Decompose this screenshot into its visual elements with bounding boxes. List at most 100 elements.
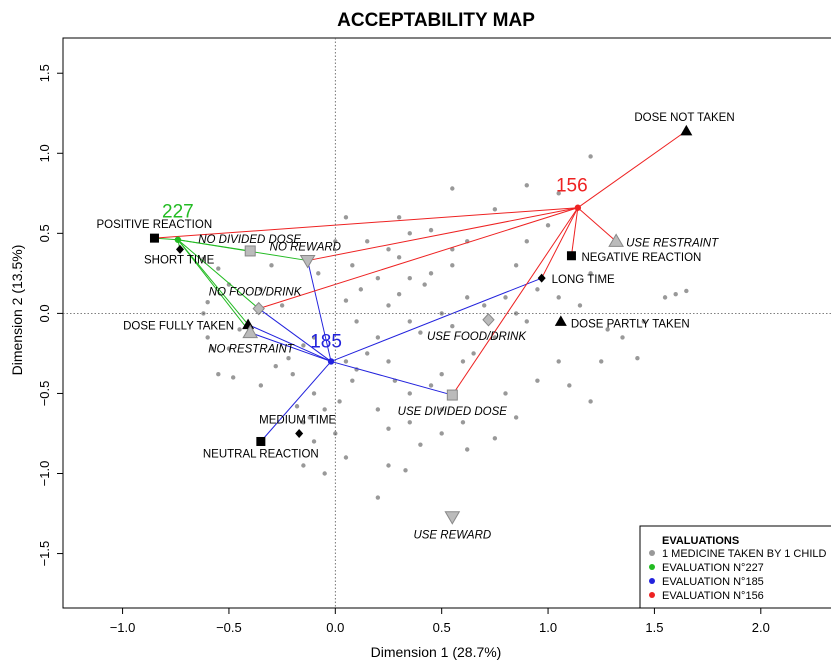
evaluation-156-line bbox=[541, 207, 579, 279]
modality-use-food-drink: USE FOOD/DRINK bbox=[427, 313, 527, 343]
medicine-point bbox=[403, 468, 408, 473]
modality-negative-reaction: NEGATIVE REACTION bbox=[566, 251, 701, 264]
medicine-point bbox=[301, 343, 306, 348]
neutral-reaction-label: NEUTRAL REACTION bbox=[203, 448, 319, 460]
medicine-point bbox=[524, 239, 529, 244]
medicine-point bbox=[524, 183, 529, 188]
evaluation-156-center bbox=[574, 204, 582, 211]
y-tick-label: 1.5 bbox=[37, 64, 52, 82]
medicine-point bbox=[513, 263, 519, 268]
medicine-point bbox=[316, 271, 321, 276]
medicine-point bbox=[343, 455, 349, 460]
medicine-point bbox=[216, 372, 221, 377]
medicine-point bbox=[545, 223, 551, 228]
medicine-point bbox=[226, 282, 232, 287]
medicine-point bbox=[524, 319, 529, 324]
medicine-point bbox=[567, 383, 572, 388]
medicine-point bbox=[620, 335, 625, 340]
medicine-point bbox=[311, 439, 317, 444]
dose-partly-taken-marker bbox=[554, 315, 567, 326]
medicine-point bbox=[216, 266, 221, 271]
evaluation-185-label: 185 bbox=[310, 331, 342, 352]
medicine-point bbox=[396, 291, 402, 297]
positive-reaction-marker bbox=[149, 233, 159, 243]
use-food-drink-label: USE FOOD/DRINK bbox=[427, 331, 527, 343]
medicine-point bbox=[684, 288, 689, 294]
medicine-point bbox=[396, 215, 402, 220]
medicine-point bbox=[386, 303, 391, 308]
medicine-point bbox=[662, 295, 668, 300]
medicine-point bbox=[301, 420, 306, 425]
medicine-point bbox=[226, 346, 232, 351]
medicine-point bbox=[286, 356, 291, 361]
modality-neutral-reaction: NEUTRAL REACTION bbox=[203, 436, 319, 460]
evaluation-156-line bbox=[451, 207, 579, 396]
neutral-reaction-marker bbox=[256, 436, 266, 446]
legend-item-label: EVALUATION N°156 bbox=[662, 590, 764, 602]
evaluation-227-line bbox=[177, 239, 249, 325]
medicine-point bbox=[386, 247, 391, 252]
modality-no-food-drink: NO FOOD/DRINK bbox=[209, 287, 303, 316]
y-tick-label: −1.0 bbox=[37, 461, 52, 487]
modality-use-reward: USE REWARD bbox=[413, 511, 491, 542]
legend-swatch bbox=[649, 550, 655, 556]
medicine-point bbox=[492, 436, 498, 441]
legend-box bbox=[639, 525, 831, 609]
evaluation-185-line bbox=[330, 360, 453, 396]
medicine-point bbox=[407, 275, 412, 281]
dose-not-taken-label: DOSE NOT TAKEN bbox=[634, 112, 734, 124]
medicine-point bbox=[428, 383, 434, 388]
legend-item-label: 1 MEDICINE TAKEN BY 1 CHILD bbox=[662, 548, 826, 560]
y-tick-label: −1.5 bbox=[37, 541, 52, 567]
x-axis-label: Dimension 1 (28.7%) bbox=[371, 644, 502, 660]
medicine-point bbox=[605, 327, 610, 332]
use-food-drink-marker bbox=[482, 313, 495, 327]
dose-not-taken-marker bbox=[680, 124, 693, 136]
no-restraint-label: NO RESTRAINT bbox=[208, 344, 295, 356]
legend-item-label: EVALUATION N°227 bbox=[662, 562, 764, 574]
evaluation-156-line bbox=[577, 130, 687, 209]
evaluation-185-line bbox=[247, 324, 332, 362]
medicine-point bbox=[337, 399, 342, 404]
use-reward-label: USE REWARD bbox=[413, 530, 491, 542]
evaluation-185-center bbox=[327, 358, 335, 365]
medicine-point bbox=[513, 415, 519, 420]
medicine-point bbox=[482, 303, 487, 308]
evaluation-185-line bbox=[258, 308, 332, 362]
medicine-point bbox=[577, 303, 583, 308]
medicine-point bbox=[209, 346, 215, 351]
no-food-drink-marker bbox=[252, 301, 265, 316]
evaluation-156-line bbox=[577, 207, 617, 242]
positive-reaction-label: POSITIVE REACTION bbox=[96, 219, 212, 231]
medicine-point bbox=[290, 372, 295, 377]
medicine-point bbox=[418, 330, 423, 335]
medicine-point bbox=[450, 324, 455, 329]
medicine-point bbox=[673, 291, 678, 297]
medicine-point bbox=[258, 383, 264, 388]
x-tick-label: 1.5 bbox=[645, 620, 663, 635]
modality-no-divided-dose: NO DIVIDED DOSE bbox=[198, 234, 301, 257]
modality-dose-not-taken: DOSE NOT TAKEN bbox=[634, 112, 735, 136]
legend-item-label: EVALUATION N°185 bbox=[662, 576, 764, 588]
axes-layer: −1.0 −0.5 0.0 0.5 1.0 1.5 2.0 −1.5 −1.0 −0.5 0.0 0.… bbox=[37, 37, 831, 635]
evaluation-156-line bbox=[570, 207, 579, 256]
evaluation-227-line bbox=[177, 239, 251, 333]
modality-dose-partly-taken: DOSE PARTLY TAKEN bbox=[554, 315, 690, 330]
medicine-point bbox=[535, 378, 540, 383]
medicine-point bbox=[428, 227, 434, 233]
use-divided-dose-marker bbox=[446, 389, 458, 401]
evaluation-185-line bbox=[330, 277, 542, 362]
medicine-point bbox=[513, 311, 519, 316]
medicine-point bbox=[375, 335, 381, 340]
medicine-point bbox=[641, 319, 646, 324]
medicine-point bbox=[635, 356, 640, 361]
x-tick-label: 1.0 bbox=[539, 620, 557, 635]
y-tick-label: −0.5 bbox=[37, 381, 52, 407]
medicine-point bbox=[365, 239, 370, 244]
no-restraint-marker bbox=[242, 324, 259, 339]
use-reward-marker bbox=[444, 511, 461, 525]
medicine-point bbox=[439, 407, 444, 412]
medicine-point bbox=[439, 372, 444, 377]
negative-reaction-marker bbox=[566, 251, 576, 261]
